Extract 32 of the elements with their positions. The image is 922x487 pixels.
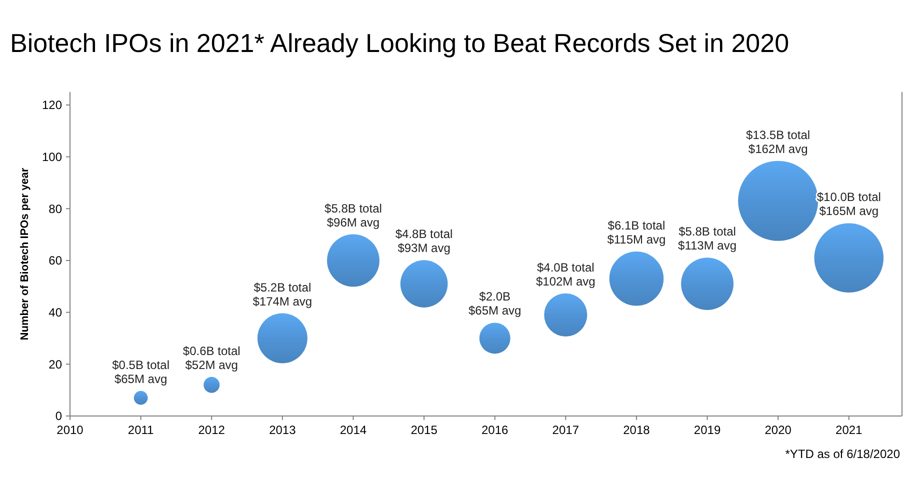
x-tick-label: 2018 — [623, 423, 650, 437]
y-tick-label: 20 — [48, 357, 62, 372]
y-tick-label: 100 — [42, 150, 62, 164]
x-tick-label: 2017 — [552, 423, 580, 437]
y-tick-label: 40 — [48, 306, 62, 320]
data-label: $4.8B total $93M avg — [395, 227, 453, 256]
data-label: $0.6B total $52M avg — [182, 344, 240, 372]
x-tick-label: 2021 — [836, 423, 863, 437]
y-axis-title: Number of Biotech IPOs per year — [19, 167, 31, 340]
x-tick-label: 2020 — [764, 423, 792, 437]
x-tick-label: 2014 — [340, 423, 367, 437]
chart-title: Biotech IPOs in 2021* Already Looking to Beat Records Set in 2020 — [10, 28, 790, 58]
y-tick-label: 60 — [48, 254, 62, 268]
y-tick-label: 120 — [42, 98, 62, 112]
y-tick-label: 0 — [55, 409, 62, 424]
x-tick-label: 2010 — [56, 423, 84, 437]
x-tick-label: 2019 — [694, 423, 721, 437]
x-tick-label: 2016 — [482, 423, 509, 437]
data-label: $2.0B $65M avg — [468, 290, 522, 318]
data-label: $6.1B total $115M avg — [607, 218, 666, 246]
x-tick-label: 2012 — [198, 423, 226, 437]
x-tick-label: 2011 — [128, 423, 154, 437]
x-tick-label: 2015 — [410, 423, 438, 437]
y-tick-label: 80 — [48, 202, 62, 216]
data-label: $5.8B total $113M avg — [678, 224, 737, 253]
text: *YTD as of 6/18/2020 — [785, 447, 900, 461]
data-label: $4.0B total $102M avg — [536, 260, 596, 288]
data-label: $5.2B total $174M avg — [252, 280, 312, 308]
x-tick-label: 2013 — [269, 423, 296, 437]
data-label: $13.5B total $162M avg — [746, 128, 810, 156]
data-label: $0.5B total $65M avg — [112, 358, 170, 386]
data-label: $5.8B total $96M avg — [324, 201, 382, 230]
